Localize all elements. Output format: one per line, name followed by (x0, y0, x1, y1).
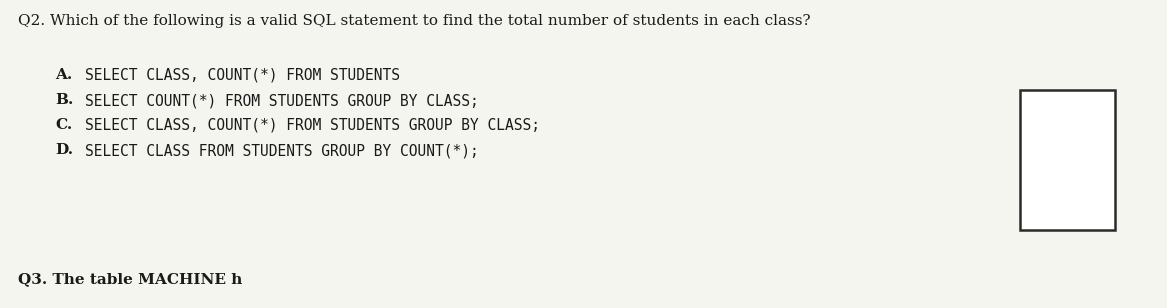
Text: B.: B. (55, 93, 74, 107)
Text: Q2. Which of the following is a valid SQL statement to find the total number of : Q2. Which of the following is a valid SQ… (18, 14, 811, 28)
Bar (1020, 90, 1114, 230)
Text: A.: A. (55, 68, 72, 82)
Text: D.: D. (55, 143, 74, 157)
Text: SELECT CLASS, COUNT(*) FROM STUDENTS GROUP BY CLASS;: SELECT CLASS, COUNT(*) FROM STUDENTS GRO… (85, 118, 540, 133)
Text: C.: C. (55, 118, 72, 132)
Text: Q3. The table MACHINE h: Q3. The table MACHINE h (18, 272, 243, 286)
Text: SELECT CLASS FROM STUDENTS GROUP BY COUNT(*);: SELECT CLASS FROM STUDENTS GROUP BY COUN… (85, 143, 478, 158)
Text: SELECT CLASS, COUNT(*) FROM STUDENTS: SELECT CLASS, COUNT(*) FROM STUDENTS (85, 68, 400, 83)
Text: SELECT COUNT(*) FROM STUDENTS GROUP BY CLASS;: SELECT COUNT(*) FROM STUDENTS GROUP BY C… (85, 93, 478, 108)
